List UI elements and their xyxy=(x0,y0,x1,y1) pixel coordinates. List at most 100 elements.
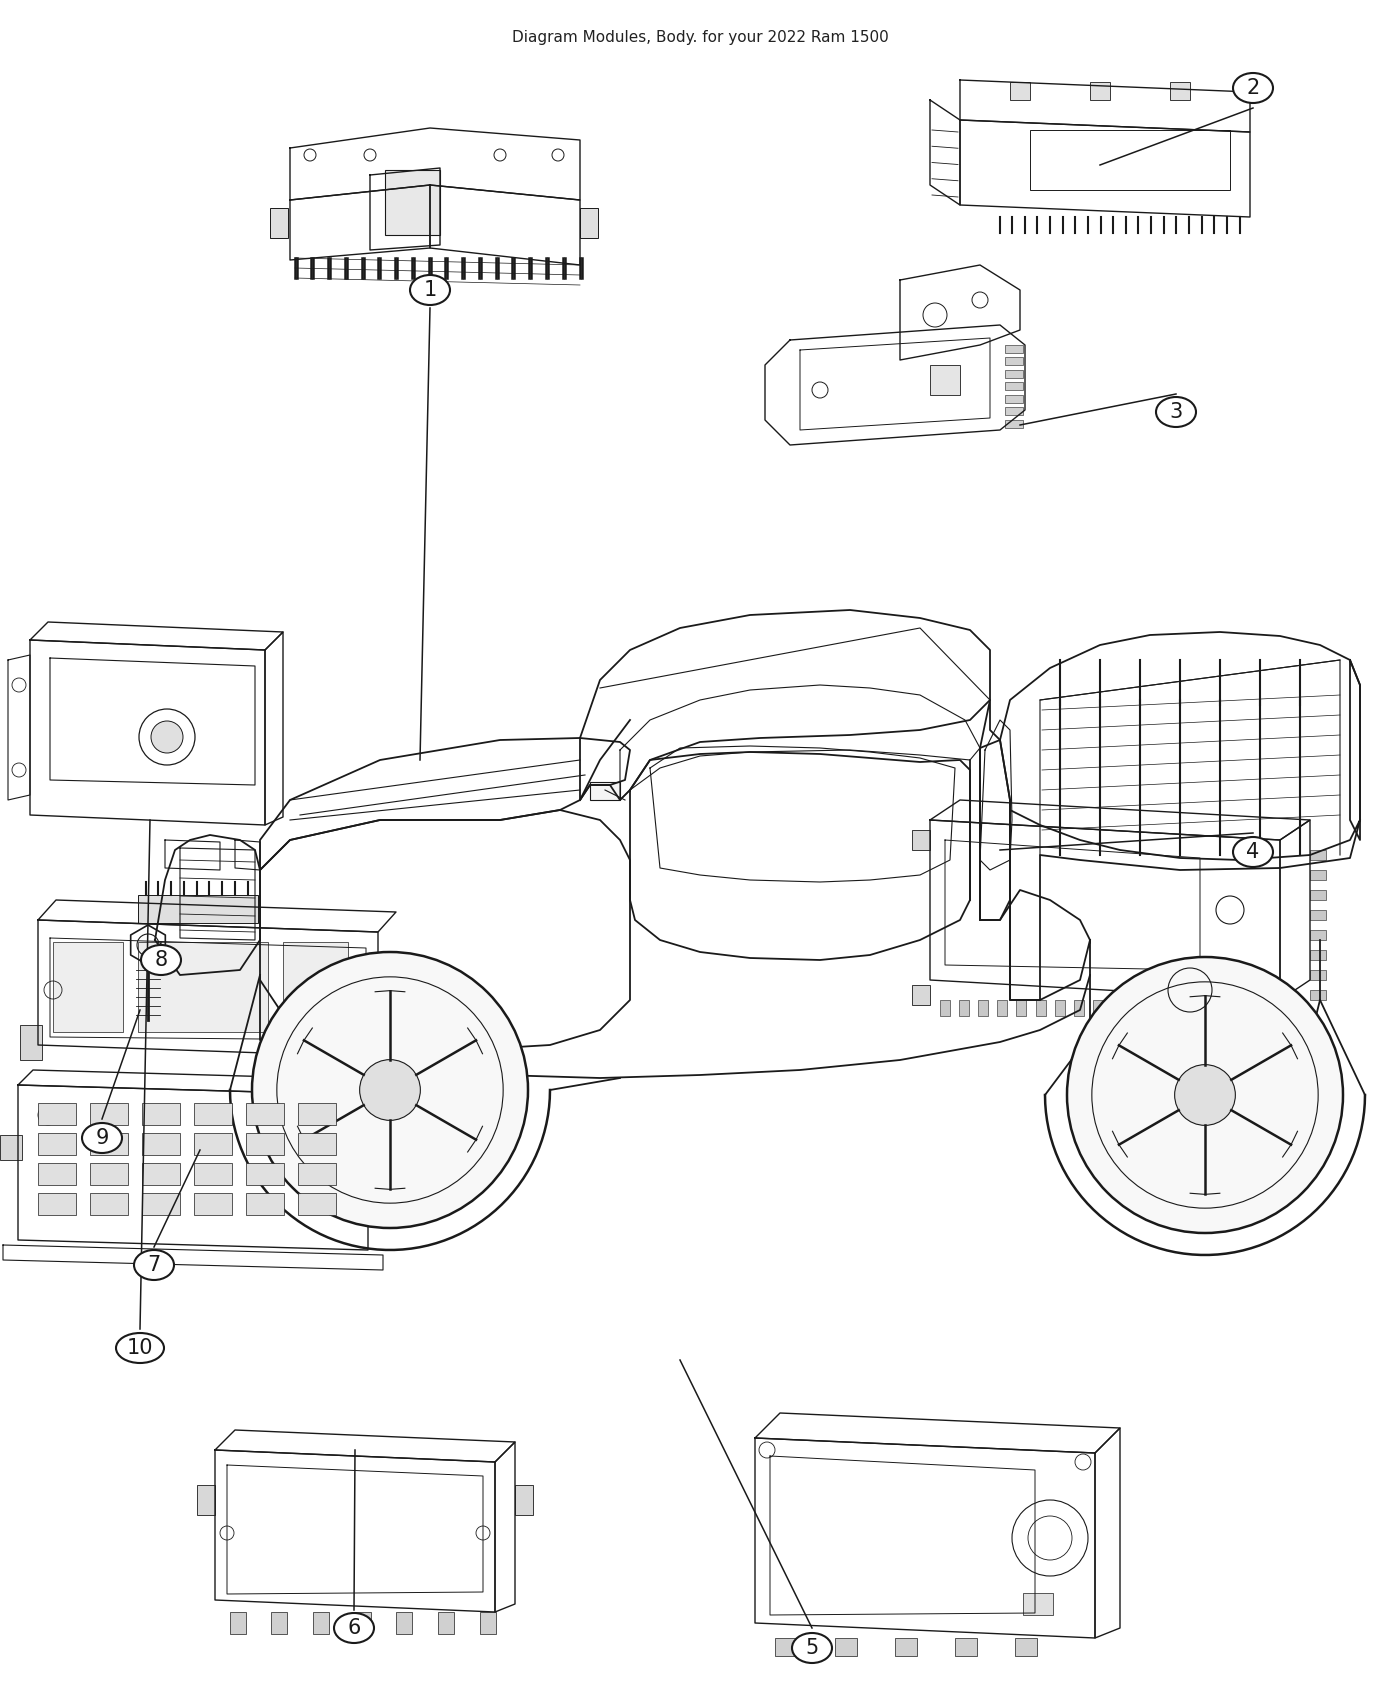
Bar xyxy=(38,1163,76,1185)
Bar xyxy=(1310,930,1326,940)
Bar xyxy=(911,984,930,1005)
Bar xyxy=(38,1193,76,1215)
Bar xyxy=(1005,420,1023,428)
Bar xyxy=(20,1025,42,1061)
Bar xyxy=(1310,989,1326,1000)
Bar xyxy=(38,1103,76,1125)
Bar xyxy=(195,1132,232,1154)
Bar xyxy=(139,894,258,923)
Circle shape xyxy=(1175,1064,1235,1125)
Bar xyxy=(298,1132,336,1154)
Bar xyxy=(396,1612,412,1634)
Bar xyxy=(42,1107,71,1120)
Text: Diagram Modules, Body. for your 2022 Ram 1500: Diagram Modules, Body. for your 2022 Ram… xyxy=(511,31,889,44)
Text: 5: 5 xyxy=(805,1639,819,1658)
Bar xyxy=(1151,1000,1161,1017)
Bar xyxy=(939,1000,951,1017)
Bar xyxy=(1133,1000,1142,1017)
Bar xyxy=(141,1163,181,1185)
Bar xyxy=(146,1197,176,1210)
Bar xyxy=(197,1197,228,1210)
Bar xyxy=(195,1163,232,1185)
Ellipse shape xyxy=(141,945,181,976)
Bar xyxy=(302,1197,332,1210)
Bar xyxy=(1310,891,1326,899)
Bar xyxy=(1015,1639,1037,1656)
Bar xyxy=(834,1639,857,1656)
Bar xyxy=(1009,82,1030,100)
Bar xyxy=(141,1132,181,1154)
Bar xyxy=(1023,1593,1053,1615)
Bar xyxy=(195,1193,232,1215)
Text: 4: 4 xyxy=(1246,842,1260,862)
Bar xyxy=(94,1137,125,1151)
Bar xyxy=(314,1612,329,1634)
Bar xyxy=(1091,82,1110,100)
Bar xyxy=(1093,1000,1103,1017)
Bar xyxy=(94,1107,125,1120)
Bar xyxy=(90,1103,127,1125)
Bar xyxy=(90,1193,127,1215)
Bar xyxy=(1310,850,1326,860)
Bar xyxy=(1190,1000,1200,1017)
Bar xyxy=(251,1137,280,1151)
Ellipse shape xyxy=(134,1250,174,1280)
Text: 8: 8 xyxy=(154,950,168,971)
Bar xyxy=(251,1166,280,1181)
Circle shape xyxy=(360,1059,420,1120)
Bar xyxy=(42,1197,71,1210)
Bar xyxy=(1056,1000,1065,1017)
Text: 10: 10 xyxy=(127,1338,153,1358)
Bar xyxy=(141,1103,181,1125)
Bar xyxy=(141,1193,181,1215)
Ellipse shape xyxy=(335,1613,374,1642)
Bar xyxy=(580,207,598,238)
Bar xyxy=(1310,950,1326,960)
Bar xyxy=(1005,371,1023,377)
Circle shape xyxy=(252,952,528,1227)
Bar xyxy=(385,170,440,235)
Bar xyxy=(1005,382,1023,389)
Bar xyxy=(197,1486,216,1515)
Ellipse shape xyxy=(792,1634,832,1663)
Text: 3: 3 xyxy=(1169,401,1183,422)
Bar xyxy=(94,1197,125,1210)
Bar xyxy=(1005,406,1023,415)
Bar xyxy=(146,1166,176,1181)
Bar xyxy=(911,830,930,850)
Bar xyxy=(1170,1000,1180,1017)
Circle shape xyxy=(1067,957,1343,1232)
Bar xyxy=(139,942,267,1032)
Text: 7: 7 xyxy=(147,1255,161,1275)
Bar xyxy=(955,1639,977,1656)
Bar xyxy=(195,1103,232,1125)
Bar xyxy=(270,207,288,238)
Bar xyxy=(895,1639,917,1656)
Bar xyxy=(246,1132,284,1154)
Bar xyxy=(959,1000,969,1017)
Bar xyxy=(776,1639,797,1656)
Bar xyxy=(230,1612,246,1634)
Bar xyxy=(146,1107,176,1120)
Bar xyxy=(1170,82,1190,100)
Bar xyxy=(146,1137,176,1151)
Bar xyxy=(251,1197,280,1210)
Bar xyxy=(930,366,960,394)
Bar xyxy=(356,1612,371,1634)
Bar xyxy=(302,1137,332,1151)
Text: 2: 2 xyxy=(1246,78,1260,99)
Bar xyxy=(1310,910,1326,920)
Bar xyxy=(298,1103,336,1125)
Bar xyxy=(38,1132,76,1154)
Bar xyxy=(197,1137,228,1151)
Ellipse shape xyxy=(83,1124,122,1153)
Ellipse shape xyxy=(1233,73,1273,104)
Ellipse shape xyxy=(1233,836,1273,867)
Bar xyxy=(42,1137,71,1151)
Text: 9: 9 xyxy=(95,1129,109,1148)
Ellipse shape xyxy=(116,1333,164,1363)
Bar xyxy=(246,1103,284,1125)
Bar xyxy=(302,1107,332,1120)
Bar xyxy=(1310,870,1326,881)
Bar xyxy=(1030,129,1231,190)
